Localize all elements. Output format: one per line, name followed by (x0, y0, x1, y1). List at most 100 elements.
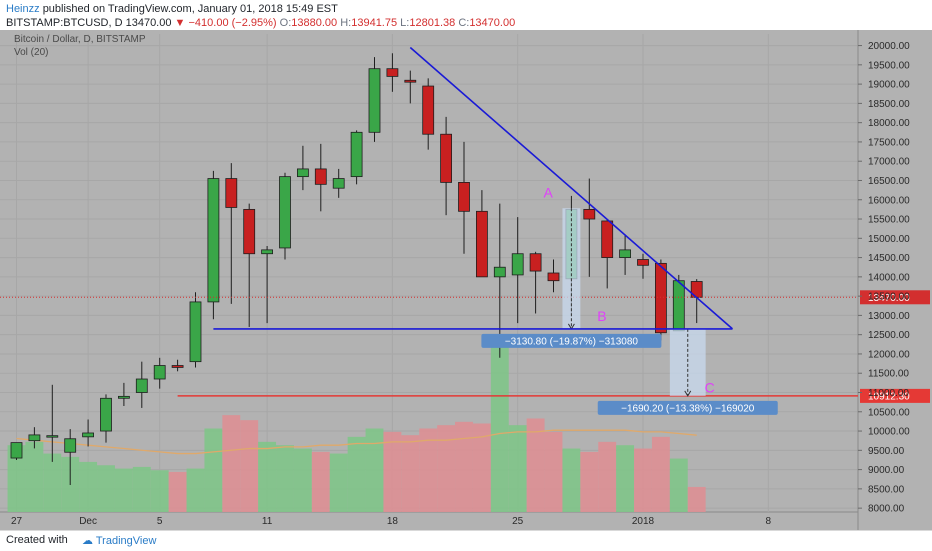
price-axis[interactable] (858, 30, 932, 530)
price-label-box (860, 290, 930, 305)
time-tick-label: 27 (11, 516, 23, 527)
time-tick-label: 2018 (632, 516, 655, 527)
candle-body (243, 208, 256, 255)
tradingview-logo[interactable]: ☁ TradingView (82, 535, 157, 547)
price-tick-label: 19500.00 (868, 60, 910, 71)
triangle-trendline (409, 46, 734, 330)
price-tick-label: 13000.00 (868, 311, 910, 322)
price-tick-label: 15500.00 (868, 215, 910, 226)
price-tick-label: 10500.00 (868, 407, 910, 418)
footer-bar: Created with ☁ TradingView (0, 530, 932, 551)
candle-body (64, 438, 77, 453)
volume-bar (168, 471, 187, 512)
volume-ma-line (16, 429, 697, 455)
volume-bar (150, 470, 169, 512)
volume-bar (669, 458, 688, 512)
price-tick-label: 14000.00 (868, 272, 910, 283)
candle-body (404, 79, 417, 83)
volume-bar (544, 431, 563, 512)
volume-bar (204, 428, 223, 512)
volume-bar (347, 436, 366, 512)
measure-two-label-box (597, 400, 778, 415)
volume-bar (687, 486, 706, 512)
candle-body (422, 85, 435, 135)
candle-body (279, 176, 291, 249)
volume-bar (616, 445, 635, 512)
price-tick-label: 15000.00 (868, 234, 910, 245)
publish-line: Heinzz published on TradingView.com, Jan… (6, 3, 338, 15)
candle-body (511, 253, 524, 276)
price-axis-ticks: 20000.00 19500.00 19000.00 18500.00 18000.00… (858, 41, 910, 515)
open-value: 13880.00 (291, 17, 338, 29)
price-tick-label: 16500.00 (868, 176, 910, 187)
volume-bar (598, 441, 617, 512)
volume-bar (276, 445, 294, 512)
measure-one-label: −3130.80 (−19.87%) −313080 (505, 336, 639, 347)
created-with-text: Created with (6, 534, 68, 546)
volume-bar (365, 428, 384, 512)
candle-body (100, 397, 112, 432)
price-tick-label: 9000.00 (868, 465, 905, 476)
candle-body (637, 259, 649, 266)
candle-body (601, 220, 614, 258)
price-tick-label: 17000.00 (868, 157, 910, 168)
time-tick-label: Dec (79, 516, 97, 527)
price-tick-label: 12000.00 (868, 349, 910, 360)
annotations: 13470.00 10912.30 −3130.80 (−19.87%) −3130… (0, 46, 930, 415)
price-tick-label: 8500.00 (868, 484, 905, 495)
candle-body (493, 266, 506, 278)
volume-bar (132, 466, 151, 512)
volume-bar (7, 445, 26, 512)
candle-body (153, 365, 166, 380)
low-value: 12801.38 (409, 17, 456, 29)
volume-bar (562, 448, 581, 512)
candle-body (583, 208, 596, 220)
volume-bar (79, 461, 98, 512)
candle-body (135, 378, 148, 393)
candle-body (332, 178, 345, 189)
volume-bar (490, 345, 509, 512)
time-tick-label: 18 (387, 516, 399, 527)
measure-one-label-box (481, 333, 662, 348)
candle-body (82, 432, 94, 438)
volume-bar (311, 451, 330, 512)
candle-body (619, 249, 631, 258)
candle-body (440, 133, 453, 183)
price-tick-label: 8000.00 (868, 504, 905, 515)
volume-title: Vol (20) (14, 47, 48, 58)
candle-body (368, 68, 381, 133)
point-c-label: C (705, 379, 715, 395)
volume-bar (240, 420, 259, 512)
candle-body (672, 280, 685, 332)
volume-ma (16, 429, 697, 455)
high-label: H: (340, 17, 352, 29)
series-legend: Bitcoin / Dollar, D, BITSTAMP Vol (20) (14, 34, 146, 58)
candle-body (46, 435, 59, 438)
volume-bar (651, 436, 670, 512)
price-tick-label: 13500.00 (868, 292, 910, 303)
volume-bar (401, 435, 420, 512)
price-tick-label: 10000.00 (868, 427, 910, 438)
volume-bar (222, 415, 241, 512)
volume-bar (329, 453, 348, 512)
candle-body (386, 68, 399, 77)
price-label-text: 13470.00 (868, 293, 910, 304)
price-tick-label: 16000.00 (868, 195, 910, 206)
volume-bars (7, 345, 706, 512)
red-line-label-box (860, 388, 930, 403)
volume-bar (634, 448, 652, 512)
open-label: O: (279, 17, 292, 29)
candle-body (189, 301, 202, 363)
time-tick-label: 11 (262, 516, 273, 527)
price-tick-label: 12500.00 (868, 330, 910, 341)
candle-body (225, 178, 238, 208)
chart-area[interactable]: 13470.00 10912.30 −3130.80 (−19.87%) −3130… (0, 30, 932, 530)
author-link[interactable]: Heinzz (6, 3, 40, 15)
volume-bar (508, 425, 527, 512)
ohlc-line: BITSTAMP:BTCUSD, D 13470.00 ▼ −410.00 (−… (6, 17, 515, 29)
candle-body (28, 434, 41, 442)
candle-body (475, 210, 488, 278)
volume-bar (455, 421, 473, 512)
candle-body (350, 131, 363, 178)
chart-svg[interactable]: 13470.00 10912.30 −3130.80 (−19.87%) −3130… (0, 30, 932, 530)
